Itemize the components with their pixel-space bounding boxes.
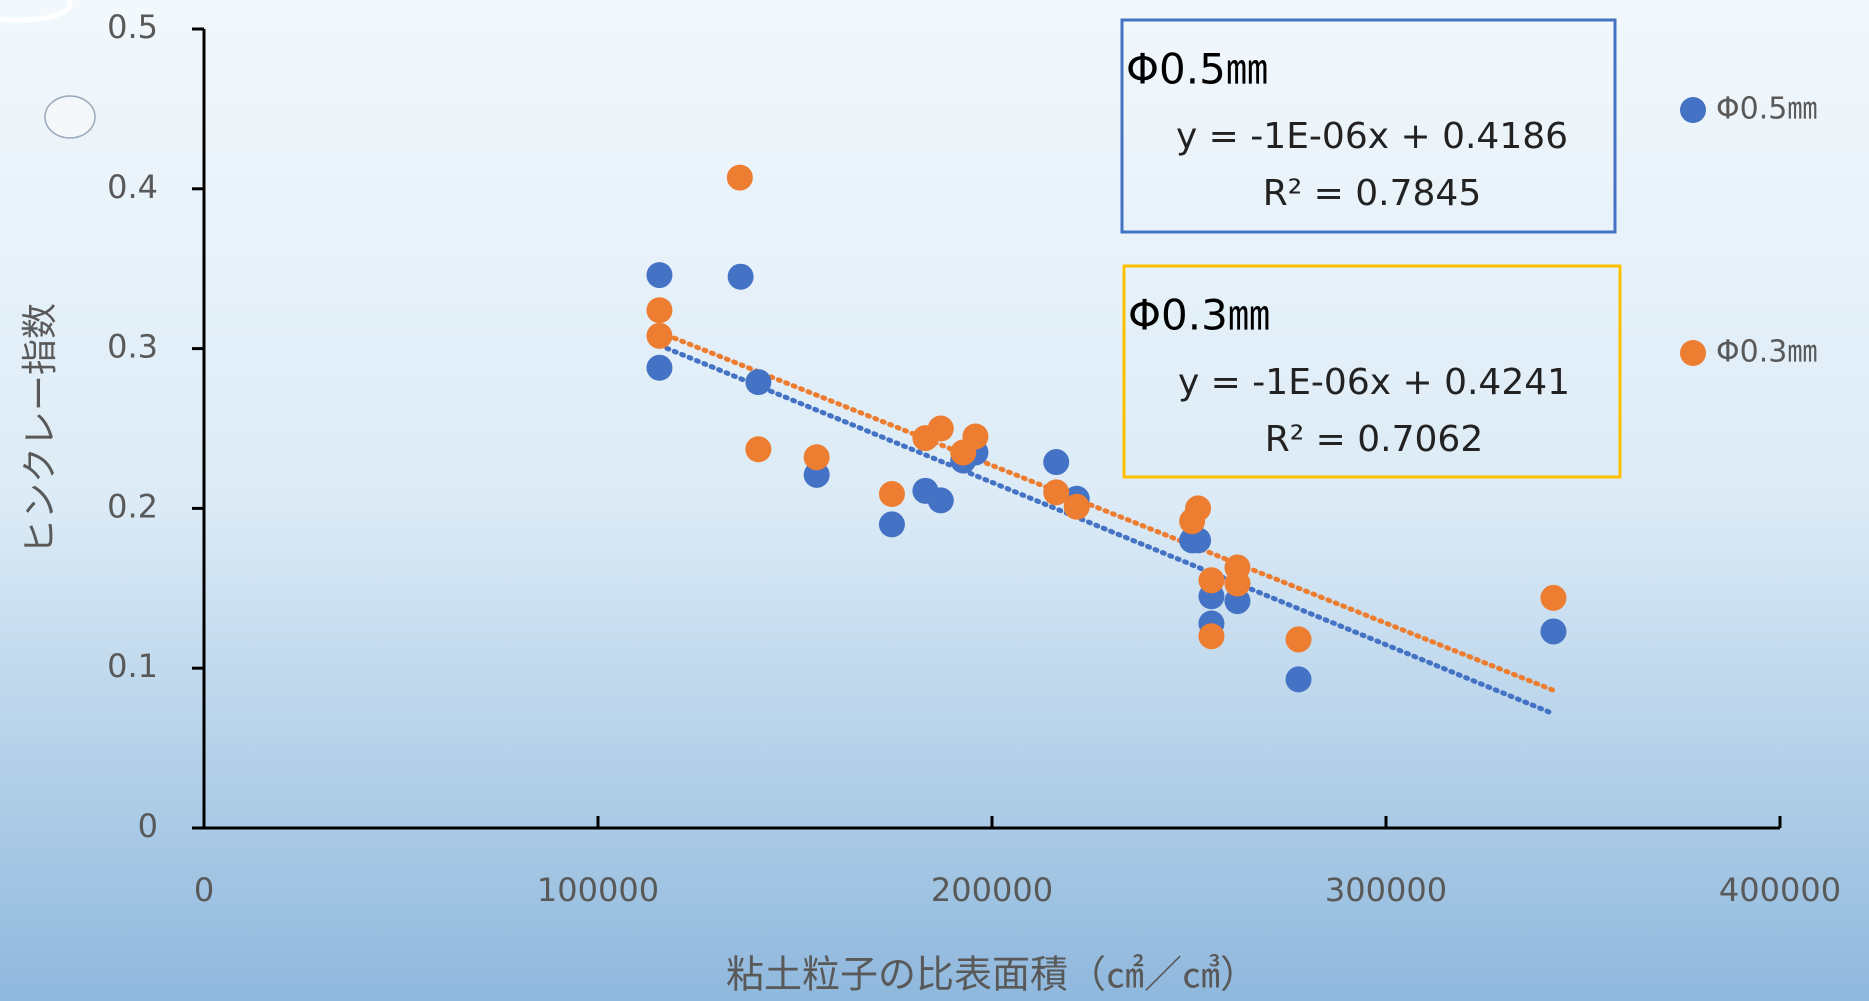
r-squared: R² = 0.7845 [1263,173,1481,214]
x-axis-title: 粘土粒子の比表面積（㎠／㎤） [726,953,1258,997]
chart: ヒンクレー指数 粘土粒子の比表面積（㎠／㎤） 0 0.1 0.2 0.3 0.4 0.5 0… [0,0,1869,1001]
decor-bubble [45,96,95,138]
data-point [728,264,754,290]
data-point [646,355,672,381]
y-tick-label: 0.4 [107,168,158,206]
equation-title: Φ0.5㎜ [1126,45,1268,94]
data-point [928,416,954,442]
data-point [745,369,771,395]
legend-marker [1680,97,1706,123]
r-squared: R² = 0.7062 [1265,419,1483,460]
x-tick-label: 0 [194,871,214,909]
data-point [804,444,830,470]
data-point [1198,623,1224,649]
y-tick-label: 0.2 [107,487,158,525]
data-point [1064,494,1090,520]
x-tick-label: 400000 [1719,871,1841,909]
legend-label: Φ0.3㎜ [1716,335,1817,370]
y-tick-label: 0 [138,807,158,845]
data-point [1286,666,1312,692]
data-point [1224,571,1250,597]
y-tick-label: 0.3 [107,328,158,366]
data-point [1286,626,1312,652]
data-point [646,297,672,323]
data-point [879,481,905,507]
data-point [962,423,988,449]
data-point [727,165,753,191]
data-point [1198,567,1224,593]
equation-title: Φ0.3㎜ [1128,291,1270,340]
data-point [646,262,672,288]
data-point [1043,449,1069,475]
equation-text: y = -1E-06x + 0.4241 [1178,362,1570,403]
x-tick-label: 200000 [931,871,1053,909]
page: ヒンクレー指数 粘土粒子の比表面積（㎠／㎤） 0 0.1 0.2 0.3 0.4 0.5 0… [0,0,1869,1001]
y-tick-label: 0.5 [107,8,158,46]
y-axis-title: ヒンクレー指数 [20,303,61,555]
data-point [646,323,672,349]
data-point [879,511,905,537]
data-point [928,487,954,513]
y-tick-label: 0.1 [107,647,158,685]
data-point [1540,585,1566,611]
data-point [1540,618,1566,644]
legend-label: Φ0.5㎜ [1716,92,1817,127]
data-point [745,436,771,462]
data-point [1185,495,1211,521]
equation-text: y = -1E-06x + 0.4186 [1176,116,1568,157]
x-tick-label: 300000 [1325,871,1447,909]
x-tick-label: 100000 [537,871,659,909]
legend-marker [1680,340,1706,366]
